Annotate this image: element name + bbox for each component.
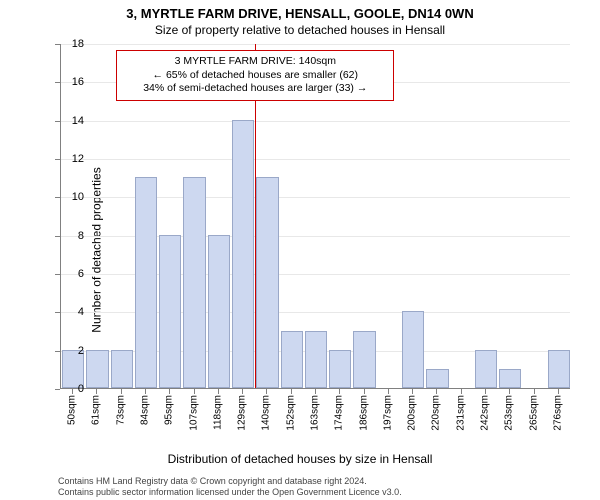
histogram-bar (111, 350, 133, 388)
histogram-bar (208, 235, 230, 388)
histogram-bar (256, 177, 278, 388)
x-tick-mark (436, 389, 437, 394)
x-tick-label: 242sqm (480, 395, 491, 431)
chart-title: 3, MYRTLE FARM DRIVE, HENSALL, GOOLE, DN… (0, 6, 600, 21)
y-tick-mark (55, 389, 60, 390)
x-tick-mark (169, 389, 170, 394)
x-tick-label: 118sqm (212, 395, 223, 430)
y-tick-mark (55, 82, 60, 83)
x-tick-label: 73sqm (115, 395, 126, 425)
x-tick-mark (96, 389, 97, 394)
gridline (61, 44, 570, 45)
x-tick-label: 129sqm (237, 395, 248, 431)
y-tick-label: 2 (62, 345, 84, 357)
y-tick-label: 18 (62, 38, 84, 50)
chart-container: 3, MYRTLE FARM DRIVE, HENSALL, GOOLE, DN… (0, 0, 600, 500)
y-tick-label: 14 (62, 115, 84, 127)
x-tick-label: 50sqm (67, 395, 78, 425)
x-axis-label: Distribution of detached houses by size … (0, 452, 600, 466)
histogram-bar (499, 369, 521, 388)
histogram-bar (353, 331, 375, 389)
x-tick-label: 61sqm (91, 395, 102, 425)
histogram-bar (402, 311, 424, 388)
x-tick-label: 220sqm (431, 395, 442, 431)
histogram-bar (475, 350, 497, 388)
x-tick-mark (315, 389, 316, 394)
y-tick-label: 16 (62, 76, 84, 88)
x-tick-label: 276sqm (552, 395, 563, 431)
y-tick-mark (55, 159, 60, 160)
y-tick-mark (55, 236, 60, 237)
callout-line: 3 MYRTLE FARM DRIVE: 140sqm (125, 55, 385, 69)
x-tick-mark (534, 389, 535, 394)
x-tick-mark (509, 389, 510, 394)
x-tick-mark (485, 389, 486, 394)
x-tick-label: 197sqm (382, 395, 393, 431)
histogram-bar (281, 331, 303, 389)
x-tick-label: 163sqm (310, 395, 321, 431)
callout-line: 34% of semi-detached houses are larger (… (125, 82, 385, 96)
x-tick-label: 186sqm (358, 395, 369, 431)
x-tick-mark (461, 389, 462, 394)
callout-box: 3 MYRTLE FARM DRIVE: 140sqm← 65% of deta… (116, 50, 394, 101)
footer-line: Contains public sector information licen… (58, 487, 590, 498)
histogram-bar (329, 350, 351, 388)
histogram-bar (232, 120, 254, 388)
x-tick-mark (364, 389, 365, 394)
x-tick-mark (194, 389, 195, 394)
histogram-bar (548, 350, 570, 388)
x-tick-mark (266, 389, 267, 394)
x-tick-label: 231sqm (455, 395, 466, 431)
histogram-bar (183, 177, 205, 388)
x-tick-mark (145, 389, 146, 394)
y-tick-mark (55, 312, 60, 313)
y-tick-mark (55, 351, 60, 352)
y-tick-label: 8 (62, 230, 84, 242)
x-tick-label: 253sqm (504, 395, 515, 431)
x-tick-label: 84sqm (140, 395, 151, 425)
histogram-bar (305, 331, 327, 389)
x-tick-label: 174sqm (334, 395, 345, 431)
x-tick-label: 95sqm (164, 395, 175, 425)
x-tick-mark (558, 389, 559, 394)
y-tick-mark (55, 274, 60, 275)
x-tick-label: 265sqm (528, 395, 539, 431)
chart-subtitle: Size of property relative to detached ho… (0, 23, 600, 37)
footer-attribution: Contains HM Land Registry data © Crown c… (58, 476, 590, 498)
y-tick-mark (55, 44, 60, 45)
y-tick-mark (55, 197, 60, 198)
x-tick-label: 200sqm (407, 395, 418, 431)
gridline (61, 159, 570, 160)
x-tick-mark (339, 389, 340, 394)
x-tick-mark (388, 389, 389, 394)
footer-line: Contains HM Land Registry data © Crown c… (58, 476, 590, 487)
x-tick-mark (242, 389, 243, 394)
y-tick-mark (55, 121, 60, 122)
x-tick-mark (412, 389, 413, 394)
x-tick-mark (121, 389, 122, 394)
histogram-bar (86, 350, 108, 388)
callout-line: ← 65% of detached houses are smaller (62… (125, 69, 385, 83)
x-tick-label: 152sqm (285, 395, 296, 431)
x-tick-mark (72, 389, 73, 394)
x-tick-label: 107sqm (188, 395, 199, 431)
histogram-bar (135, 177, 157, 388)
y-tick-label: 4 (62, 306, 84, 318)
y-tick-label: 10 (62, 191, 84, 203)
y-tick-label: 12 (62, 153, 84, 165)
x-tick-label: 140sqm (261, 395, 272, 431)
gridline (61, 121, 570, 122)
y-tick-label: 6 (62, 268, 84, 280)
histogram-bar (159, 235, 181, 388)
x-tick-mark (218, 389, 219, 394)
histogram-bar (426, 369, 448, 388)
x-tick-mark (291, 389, 292, 394)
